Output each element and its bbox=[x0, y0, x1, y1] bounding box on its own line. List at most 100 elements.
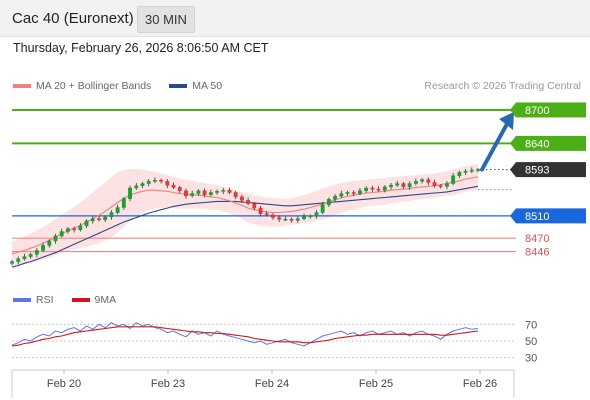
x-tick-label: Feb 24 bbox=[255, 378, 289, 390]
legend-item-ma20: MA 20 + Bollinger Bands bbox=[13, 80, 151, 92]
candle bbox=[339, 190, 344, 199]
candle bbox=[239, 194, 244, 204]
candle-body bbox=[469, 169, 474, 172]
candle-body bbox=[463, 171, 468, 173]
candles-group bbox=[10, 167, 480, 266]
candle-body bbox=[376, 188, 381, 191]
candle-body bbox=[476, 169, 480, 171]
rsi-ma-swatch bbox=[71, 298, 90, 302]
datetime-label: Thursday, February 26, 2026 8:06:50 AM C… bbox=[13, 41, 269, 55]
candle-body bbox=[271, 214, 275, 218]
level-tag-pointer-8510 bbox=[510, 208, 516, 224]
candle-body bbox=[401, 183, 406, 188]
candle-body bbox=[239, 196, 244, 201]
candle-body bbox=[34, 250, 39, 255]
candle-body bbox=[140, 183, 145, 187]
candle-body bbox=[59, 231, 64, 237]
forecast-arrow-head bbox=[499, 111, 514, 130]
candle-body bbox=[208, 192, 213, 195]
candle-body bbox=[246, 200, 251, 204]
candle bbox=[246, 197, 251, 206]
rsi-tick-label: 50 bbox=[525, 336, 537, 348]
candle-body bbox=[152, 179, 157, 182]
candle bbox=[233, 190, 238, 200]
candle bbox=[134, 182, 139, 190]
level-label-8640: 8640 bbox=[525, 138, 549, 150]
candle-body bbox=[78, 225, 83, 231]
candle-body bbox=[215, 191, 219, 193]
rsi-swatch bbox=[13, 298, 31, 302]
candle-body bbox=[339, 193, 344, 197]
candle-body bbox=[308, 215, 313, 218]
candle bbox=[271, 213, 275, 220]
candle-body bbox=[432, 182, 437, 187]
candle bbox=[115, 204, 120, 215]
candle bbox=[264, 210, 269, 217]
candle-body bbox=[420, 179, 425, 182]
candle bbox=[140, 181, 145, 188]
candle bbox=[177, 185, 182, 194]
level-tag-8510 bbox=[516, 208, 586, 224]
candle bbox=[463, 169, 468, 176]
candle-body bbox=[22, 256, 27, 260]
legend-label-ma50: MA 50 bbox=[192, 80, 223, 92]
candle-body bbox=[233, 192, 238, 198]
level-tag-pointer-8640 bbox=[510, 135, 516, 151]
candle-body bbox=[159, 179, 164, 182]
candle bbox=[103, 215, 108, 223]
candle-body bbox=[72, 228, 77, 231]
ma20-swatch bbox=[13, 84, 31, 88]
candle bbox=[121, 196, 126, 210]
candle bbox=[370, 185, 375, 192]
candle-body bbox=[333, 196, 338, 200]
timeframe-badge[interactable]: 30 MIN bbox=[137, 6, 195, 33]
candle-body bbox=[227, 189, 232, 193]
candle-body bbox=[289, 218, 294, 221]
ma50-line bbox=[11, 185, 479, 268]
candle bbox=[152, 177, 157, 183]
candle-body bbox=[258, 207, 263, 214]
candle-body bbox=[16, 258, 21, 262]
candle bbox=[444, 181, 449, 190]
legend-label-rsi-ma: 9MA bbox=[94, 294, 117, 306]
main-chart-legend: MA 20 + Bollinger Bands MA 50 bbox=[13, 80, 240, 92]
candle bbox=[146, 179, 151, 187]
candle-body bbox=[444, 183, 449, 187]
legend-item-ma50: MA 50 bbox=[169, 80, 222, 92]
level-tag-8700 bbox=[516, 102, 586, 118]
candle-body bbox=[295, 218, 300, 221]
candle-body bbox=[47, 240, 52, 246]
candle bbox=[78, 223, 83, 232]
level-label-8593: 8593 bbox=[525, 165, 549, 177]
candle bbox=[302, 213, 306, 221]
candle-body bbox=[202, 190, 207, 195]
candle-body bbox=[370, 187, 375, 190]
candle bbox=[221, 188, 226, 195]
level-tag-8593 bbox=[516, 162, 586, 178]
candle bbox=[258, 205, 263, 217]
candle bbox=[159, 178, 164, 184]
level-tag-pointer-8700 bbox=[510, 102, 516, 118]
rsi-tick-label: 30 bbox=[525, 353, 537, 365]
candle-body bbox=[438, 185, 443, 188]
candle bbox=[345, 190, 350, 196]
candle bbox=[208, 189, 213, 197]
candle bbox=[420, 177, 425, 184]
candle bbox=[10, 259, 14, 266]
candle-body bbox=[389, 184, 393, 188]
candle-body bbox=[128, 187, 132, 199]
x-tick-label: Feb 25 bbox=[359, 378, 393, 390]
candle-body bbox=[351, 192, 356, 194]
candle-body bbox=[121, 198, 126, 208]
candle-body bbox=[134, 185, 139, 189]
candle bbox=[41, 242, 46, 253]
candle-body bbox=[364, 187, 369, 192]
candle bbox=[314, 210, 319, 219]
ma20-line bbox=[11, 176, 479, 255]
candle bbox=[333, 194, 338, 202]
candle bbox=[308, 214, 313, 219]
candle-body bbox=[457, 172, 462, 176]
candle bbox=[401, 181, 406, 190]
legend-label-ma20: MA 20 + Bollinger Bands bbox=[36, 80, 152, 92]
